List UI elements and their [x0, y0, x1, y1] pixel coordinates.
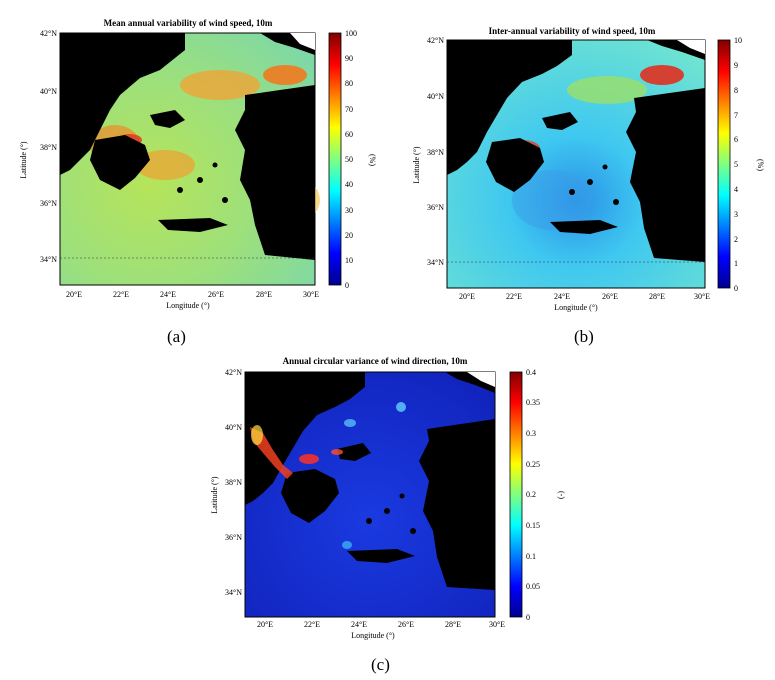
cbar-tick-b-4: 4 — [734, 185, 738, 194]
caption-a: (a) — [167, 327, 186, 346]
y-tick-c-4: 34°N — [225, 588, 242, 597]
x-axis-label-b: Longitude (°) — [554, 303, 598, 312]
caption-b: (b) — [574, 327, 594, 346]
cbar-tick-a-9: 90 — [345, 54, 353, 63]
y-tick-a-0: 42°N — [40, 29, 57, 38]
x-tick-c-0: 20°E — [257, 620, 273, 629]
y-tick-b-1: 40°N — [427, 92, 444, 101]
cbar-tick-b-3: 3 — [734, 210, 738, 219]
map-title-b: Inter-annual variability of wind speed, … — [489, 26, 656, 36]
x-tick-b-1: 22°E — [506, 292, 522, 301]
map-figure-c: Annual circular variance of wind directi… — [210, 356, 566, 640]
y-tick-a-3: 36°N — [40, 199, 57, 208]
map-title-c: Annual circular variance of wind directi… — [283, 356, 468, 366]
x-tick-c-5: 30°E — [489, 620, 505, 629]
cbar-tick-b-7: 7 — [734, 111, 738, 120]
cbar-tick-b-9: 9 — [734, 61, 738, 70]
cbar-tick-c-7: 0.35 — [526, 398, 540, 407]
cbar-tick-a-4: 40 — [345, 180, 353, 189]
y-tick-a-1: 40°N — [40, 87, 57, 96]
cbar-tick-a-1: 10 — [345, 256, 353, 265]
cbar-tick-b-1: 1 — [734, 259, 738, 268]
map-figure-b: Inter-annual variability of wind speed, … — [412, 26, 765, 312]
x-tick-b-4: 28°E — [649, 292, 665, 301]
y-tick-c-1: 40°N — [225, 423, 242, 432]
colorbar-label-c: (-) — [557, 491, 566, 499]
colorbar-a — [328, 32, 342, 286]
x-tick-c-2: 24°E — [351, 620, 367, 629]
cbar-tick-a-10: 100 — [345, 29, 357, 38]
x-tick-a-1: 22°E — [113, 290, 129, 299]
y-axis-label-b: Latitude (°) — [412, 146, 421, 184]
x-tick-c-1: 22°E — [304, 620, 320, 629]
cbar-tick-c-1: 0.05 — [526, 582, 540, 591]
x-tick-c-3: 26°E — [398, 620, 414, 629]
x-axis-label-a: Longitude (°) — [166, 301, 210, 310]
y-tick-b-4: 34°N — [427, 258, 444, 267]
x-tick-a-2: 24°E — [160, 290, 176, 299]
cbar-tick-b-2: 2 — [734, 235, 738, 244]
cbar-tick-a-5: 50 — [345, 155, 353, 164]
colorbar-ticks-c: 0 0.05 0.1 0.15 0.2 0.25 0.3 0.35 0.4 — [526, 368, 540, 622]
map-panel-b: Inter-annual variability of wind speed, … — [392, 0, 772, 346]
cbar-tick-b-6: 6 — [734, 135, 738, 144]
cbar-tick-a-6: 60 — [345, 130, 353, 139]
map-area-b — [446, 39, 706, 289]
x-tick-b-5: 30°E — [694, 292, 710, 301]
cbar-tick-c-8: 0.4 — [526, 368, 536, 377]
x-tick-a-5: 30°E — [303, 290, 319, 299]
colorbar-c — [509, 371, 523, 618]
cbar-tick-a-7: 70 — [345, 105, 353, 114]
map-area-a — [59, 32, 320, 286]
y-axis-label-a: Latitude (°) — [19, 141, 28, 179]
x-tick-b-2: 24°E — [554, 292, 570, 301]
y-axis-label-c: Latitude (°) — [210, 476, 219, 514]
colorbar-ticks-b: 0 1 2 3 4 5 6 7 8 9 10 — [734, 36, 742, 293]
cbar-tick-b-10: 10 — [734, 36, 742, 45]
caption-c: (c) — [371, 655, 390, 674]
map-title-a: Mean annual variability of wind speed, 1… — [104, 18, 273, 28]
cbar-tick-a-3: 30 — [345, 206, 353, 215]
y-tick-c-2: 38°N — [225, 478, 242, 487]
x-tick-b-0: 20°E — [459, 292, 475, 301]
y-tick-c-0: 42°N — [225, 368, 242, 377]
cbar-tick-c-0: 0 — [526, 613, 530, 622]
y-tick-b-2: 38°N — [427, 148, 444, 157]
cbar-tick-c-6: 0.3 — [526, 429, 536, 438]
y-tick-b-3: 36°N — [427, 203, 444, 212]
x-axis-label-c: Longitude (°) — [351, 631, 395, 640]
x-tick-a-0: 20°E — [66, 290, 82, 299]
cbar-tick-c-3: 0.15 — [526, 521, 540, 530]
cbar-tick-b-0: 0 — [734, 284, 738, 293]
map-panel-a: Mean annual variability of wind speed, 1… — [0, 0, 380, 346]
cbar-tick-c-2: 0.1 — [526, 552, 536, 561]
cbar-tick-a-2: 20 — [345, 231, 353, 240]
map-figure-a: Mean annual variability of wind speed, 1… — [19, 18, 377, 310]
x-tick-c-4: 28°E — [445, 620, 461, 629]
y-tick-a-2: 38°N — [40, 143, 57, 152]
y-tick-b-0: 42°N — [427, 36, 444, 45]
map-area-c — [244, 371, 496, 618]
colorbar-label-b: (%) — [756, 159, 765, 171]
colorbar-b — [717, 39, 731, 289]
y-tick-a-4: 34°N — [40, 255, 57, 264]
cbar-tick-a-0: 0 — [345, 281, 349, 290]
cbar-tick-a-8: 80 — [345, 79, 353, 88]
cbar-tick-b-5: 5 — [734, 160, 738, 169]
x-tick-a-3: 26°E — [208, 290, 224, 299]
colorbar-ticks-a: 0 10 20 30 40 50 60 70 80 90 100 — [345, 29, 357, 290]
colorbar-label-a: (%) — [368, 154, 377, 166]
x-tick-b-3: 26°E — [602, 292, 618, 301]
cbar-tick-c-5: 0.25 — [526, 460, 540, 469]
map-panel-c: Annual circular variance of wind directi… — [195, 355, 575, 680]
x-tick-a-4: 28°E — [256, 290, 272, 299]
y-tick-c-3: 36°N — [225, 533, 242, 542]
cbar-tick-b-8: 8 — [734, 86, 738, 95]
cbar-tick-c-4: 0.2 — [526, 490, 536, 499]
